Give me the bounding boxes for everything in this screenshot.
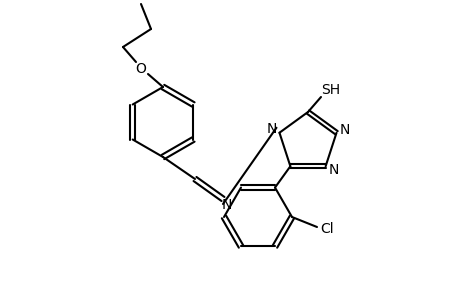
Text: N: N	[221, 198, 232, 212]
Text: N: N	[266, 122, 276, 136]
Text: SH: SH	[321, 83, 340, 97]
Text: N: N	[328, 163, 338, 177]
Text: N: N	[339, 123, 349, 137]
Text: O: O	[135, 62, 146, 76]
Text: Cl: Cl	[319, 222, 333, 236]
